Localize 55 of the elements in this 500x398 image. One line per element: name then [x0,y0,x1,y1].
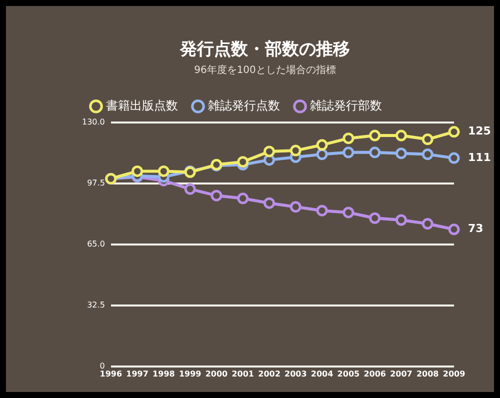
x-tick-label: 2001 [232,369,254,378]
point [422,134,434,146]
x-tick-label: 1998 [152,369,176,378]
point [237,192,249,204]
x-tick-label: 2005 [337,369,360,378]
x-tick-label: 2003 [284,369,307,378]
point [316,139,328,151]
chart-title: 発行点数・部数の推移 [179,40,350,60]
legend-label: 書籍出版点数 [106,98,178,113]
x-tick-label: 2009 [442,369,466,378]
point [342,132,354,144]
data-label: 111 [468,150,491,164]
y-tick-label: 130.0 [82,117,105,126]
point [264,197,276,209]
point [448,224,460,236]
data-label: 73 [468,222,484,236]
point [369,212,381,224]
y-tick-label: 32.5 [87,300,105,310]
x-tick-label: 2007 [390,369,412,378]
point [369,130,381,142]
point [422,218,434,230]
y-tick-label: 65.0 [87,239,105,248]
point [369,146,381,158]
legend-label: 雑誌発行点数 [208,98,280,113]
point [395,130,407,142]
y-tick-label: 0 [100,361,105,370]
point [448,126,460,138]
y-tick-label: 97.5 [87,178,105,188]
point [342,146,354,158]
x-tick-label: 2004 [310,369,334,378]
point [448,152,460,164]
point [237,156,249,168]
x-tick-label: 1997 [126,369,148,378]
point [316,204,328,216]
point [264,146,276,158]
point [395,148,407,160]
x-tick-label: 1999 [178,369,202,378]
data-label: 125 [468,124,491,138]
x-tick-label: 2002 [258,369,280,378]
x-tick-label: 2008 [416,369,440,378]
point [316,148,328,160]
point [342,206,354,218]
point [290,201,302,213]
point [290,144,302,156]
point [132,165,144,177]
x-tick-label: 2006 [364,369,386,378]
point [210,190,222,202]
x-tick-label: 1996 [100,369,122,378]
point [395,214,407,226]
point [184,183,196,195]
point [422,148,434,160]
point [158,165,170,177]
legend-label: 雑誌発行部数 [310,98,382,113]
chart-subtitle: 96年度を100とした場合の指標 [194,64,336,76]
x-tick-label: 2000 [205,369,228,378]
